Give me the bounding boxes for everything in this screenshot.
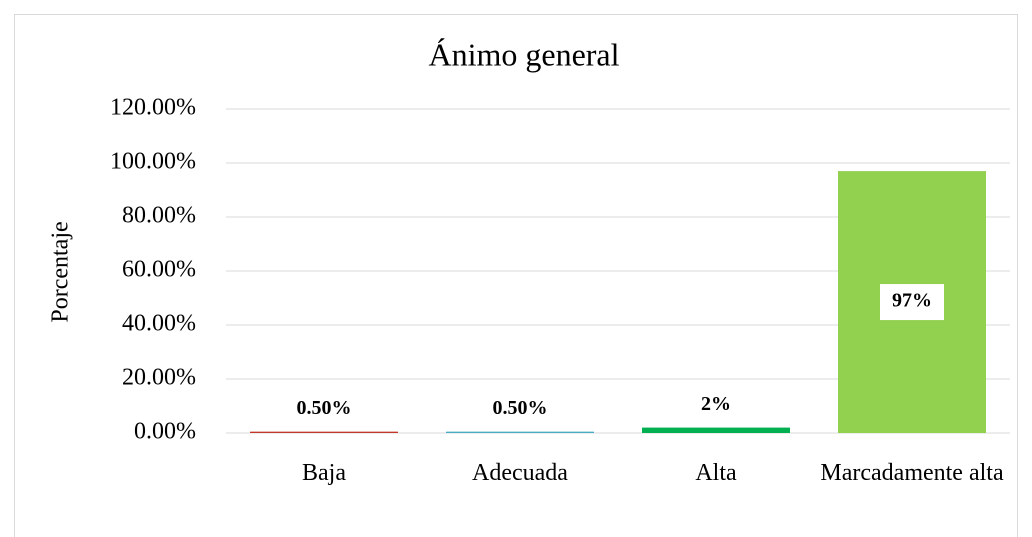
- y-tick-label: 80.00%: [122, 203, 196, 229]
- y-tick-label: 120.00%: [110, 95, 196, 121]
- chart-frame: [14, 14, 1018, 537]
- y-tick-label: 0.00%: [134, 419, 196, 445]
- bar: [250, 431, 398, 433]
- y-tick-label: 60.00%: [122, 257, 196, 283]
- x-tick-label: Baja: [302, 460, 346, 486]
- x-tick-label: Adecuada: [472, 460, 568, 486]
- value-label: 0.50%: [297, 397, 352, 419]
- y-axis-label: Porcentaje: [48, 221, 74, 322]
- bar: [446, 431, 594, 433]
- value-label: 97%: [892, 290, 932, 312]
- x-tick-label: Marcadamente alta: [820, 460, 1004, 486]
- y-tick-label: 20.00%: [122, 365, 196, 391]
- y-tick-label: 40.00%: [122, 311, 196, 337]
- value-label: 2%: [701, 393, 731, 415]
- x-tick-label: Alta: [695, 460, 737, 486]
- bar: [642, 427, 790, 433]
- value-label: 0.50%: [493, 397, 548, 419]
- chart-title: Ánimo general: [428, 36, 619, 72]
- value-label-bg: [880, 284, 944, 321]
- y-tick-label: 100.00%: [110, 149, 196, 175]
